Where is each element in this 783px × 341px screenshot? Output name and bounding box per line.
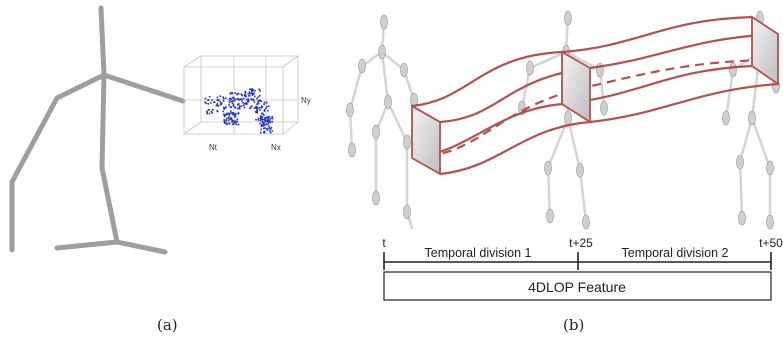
point-cloud-cube: [183, 55, 299, 135]
caption-a: (a): [157, 316, 178, 334]
point-cloud: [204, 88, 274, 134]
volume-cube-t50: [751, 15, 779, 86]
skeleton-joint: [372, 190, 380, 206]
skeleton-joint: [526, 60, 534, 76]
cube-axis-nx: Nx: [271, 143, 281, 152]
skeleton-joint: [736, 154, 744, 170]
skeleton-joint: [582, 214, 590, 230]
skeleton-joint: [748, 110, 756, 126]
volume-cube-t: [411, 104, 441, 176]
skeleton-joint: [380, 14, 388, 30]
timeline: [383, 252, 772, 270]
feature-box: [383, 271, 772, 301]
division-label-2: Temporal division 2: [622, 246, 729, 260]
skeleton-joint: [544, 160, 552, 176]
division-label-1: Temporal division 1: [425, 246, 532, 260]
skeleton-joint: [546, 208, 554, 224]
caption-b: (b): [563, 316, 585, 334]
skeleton-joint: [564, 10, 572, 26]
skeleton-joint: [576, 162, 584, 178]
skeleton-joint: [738, 210, 746, 226]
skeleton-joint: [766, 160, 774, 176]
skeleton-joint: [358, 58, 366, 74]
skeleton-joint: [400, 62, 408, 78]
tick-label-t: t: [382, 236, 386, 250]
cube-axis-nt: Nt: [209, 143, 218, 152]
feature-box-label: 4DLOP Feature: [528, 279, 626, 295]
skeleton-joint: [346, 102, 354, 118]
volume-cube-t25: [561, 50, 591, 124]
cube-axis-ny: Ny: [301, 96, 311, 105]
skeleton-joint: [378, 44, 386, 60]
skeleton-joint: [564, 110, 572, 126]
tick-label-t25: t+25: [569, 236, 593, 250]
skeleton-joint: [372, 124, 380, 140]
skeleton-joint: [600, 100, 608, 116]
skeleton-joint: [722, 110, 730, 126]
skeleton-joint: [403, 204, 411, 220]
skeleton-joint: [766, 214, 774, 230]
skeleton-a: [9, 5, 186, 255]
trajectory-tube: [411, 15, 779, 176]
skeleton-joint: [729, 62, 737, 78]
panel-a: Ny Nt Nx: [9, 5, 311, 255]
skeleton-joint: [348, 142, 356, 158]
skeleton-joint: [384, 94, 392, 110]
tick-label-t50: t+50: [759, 236, 783, 250]
panel-b: t t+25 t+50 Temporal division 1 Temporal…: [346, 10, 783, 301]
skeleton-joint: [403, 134, 411, 150]
